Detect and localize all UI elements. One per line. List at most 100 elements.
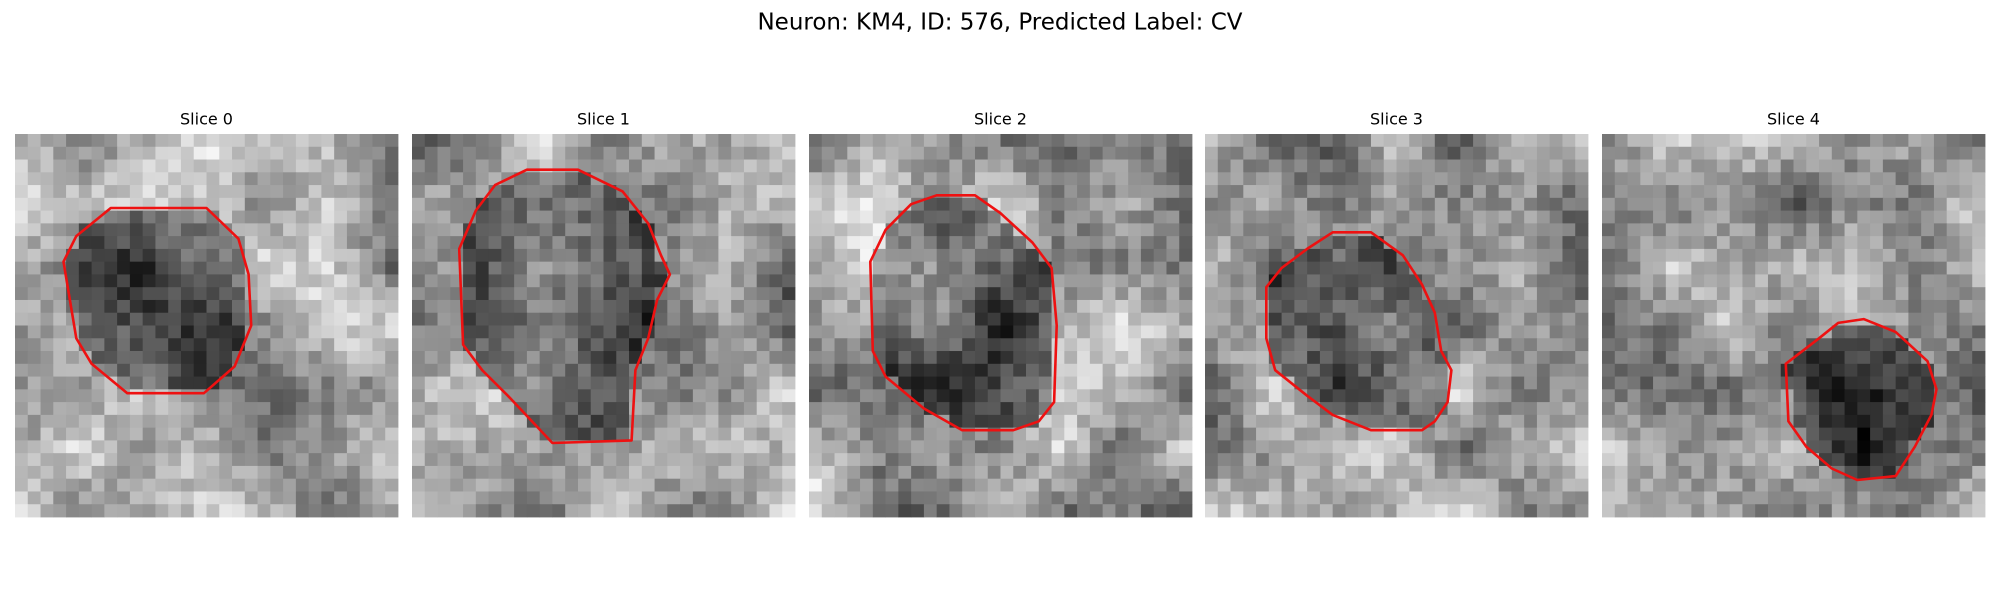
- pixel: [1665, 236, 1679, 250]
- pixel: [1051, 159, 1065, 173]
- pixel: [1281, 338, 1295, 352]
- pixel: [1332, 210, 1346, 224]
- pixel: [385, 312, 399, 326]
- pixel: [450, 248, 464, 263]
- pixel: [705, 312, 719, 326]
- pixel: [91, 465, 105, 480]
- pixel: [53, 465, 67, 480]
- pixel: [1460, 465, 1474, 480]
- pixel: [1307, 465, 1321, 480]
- pixel: [1422, 223, 1436, 237]
- pixel: [1332, 248, 1346, 263]
- pixel: [1064, 453, 1078, 467]
- pixel: [809, 146, 823, 160]
- pixel: [91, 478, 105, 492]
- pixel: [1831, 325, 1845, 339]
- pixel: [1831, 363, 1845, 377]
- pixel: [936, 172, 950, 186]
- pixel: [1447, 338, 1461, 352]
- pixel: [1358, 312, 1372, 326]
- pixel: [1409, 223, 1423, 237]
- pixel: [1281, 312, 1295, 326]
- pixel: [526, 376, 541, 390]
- pixel: [898, 274, 912, 288]
- pixel: [514, 338, 528, 352]
- pixel: [1383, 312, 1397, 326]
- pixel: [321, 236, 335, 250]
- pixel: [1307, 261, 1321, 275]
- pixel: [1767, 261, 1782, 275]
- pixel: [1000, 210, 1014, 224]
- pixel: [1281, 453, 1295, 467]
- pixel: [962, 146, 976, 160]
- pixel: [603, 261, 617, 275]
- pixel: [590, 453, 604, 467]
- pixel: [1972, 287, 1986, 301]
- pixel: [1422, 504, 1436, 518]
- pixel: [1870, 440, 1884, 454]
- pixel: [385, 185, 399, 199]
- pixel: [1422, 172, 1436, 186]
- pixel: [1153, 504, 1167, 518]
- pixel: [1549, 478, 1563, 492]
- pixel: [1243, 414, 1257, 429]
- pixel: [1665, 159, 1679, 173]
- pixel: [412, 134, 426, 148]
- pixel: [898, 376, 912, 390]
- pixel: [412, 491, 426, 505]
- pixel: [1115, 478, 1129, 492]
- pixel: [1217, 351, 1231, 365]
- pixel: [1614, 389, 1628, 403]
- pixel: [1536, 210, 1551, 224]
- pixel: [1614, 351, 1628, 365]
- pixel: [962, 223, 976, 237]
- pixel: [1396, 261, 1410, 275]
- pixel: [437, 248, 451, 263]
- pixel: [1166, 134, 1180, 148]
- pixel: [809, 427, 823, 441]
- pixel: [193, 478, 207, 492]
- pixel: [1614, 299, 1628, 314]
- pixel: [1640, 402, 1654, 416]
- pixel: [1691, 134, 1705, 148]
- pixel: [244, 478, 258, 492]
- pixel: [667, 261, 681, 275]
- pixel: [1882, 453, 1897, 467]
- pixel: [193, 210, 207, 224]
- pixel: [308, 389, 322, 403]
- pixel: [731, 236, 745, 250]
- pixel: [834, 146, 848, 160]
- pixel: [27, 146, 41, 160]
- pixel: [1345, 376, 1359, 390]
- pixel: [232, 504, 246, 518]
- pixel: [66, 185, 80, 199]
- pixel: [1882, 351, 1897, 365]
- pixel: [667, 389, 681, 403]
- pixel: [539, 491, 553, 505]
- pixel: [667, 427, 681, 441]
- pixel: [1653, 465, 1667, 480]
- pixel: [1115, 363, 1129, 377]
- pixel: [1831, 185, 1845, 199]
- pixel: [1549, 236, 1563, 250]
- pixel: [232, 274, 246, 288]
- pixel: [1780, 223, 1794, 237]
- pixel: [1205, 427, 1219, 441]
- pixel: [1000, 325, 1014, 339]
- pixel: [769, 414, 783, 429]
- pixel: [1742, 236, 1756, 250]
- pixel: [1077, 261, 1091, 275]
- pixel: [142, 440, 156, 454]
- pixel: [424, 223, 438, 237]
- pixel: [321, 287, 335, 301]
- pixel: [885, 402, 899, 416]
- pixel: [847, 338, 861, 352]
- pixel: [385, 197, 399, 211]
- pixel: [1562, 299, 1576, 314]
- pixel: [1089, 185, 1104, 199]
- pixel: [641, 440, 655, 454]
- pixel: [1370, 414, 1385, 429]
- pixel: [180, 159, 195, 173]
- pixel: [359, 210, 373, 224]
- slice-image: [1205, 134, 1589, 518]
